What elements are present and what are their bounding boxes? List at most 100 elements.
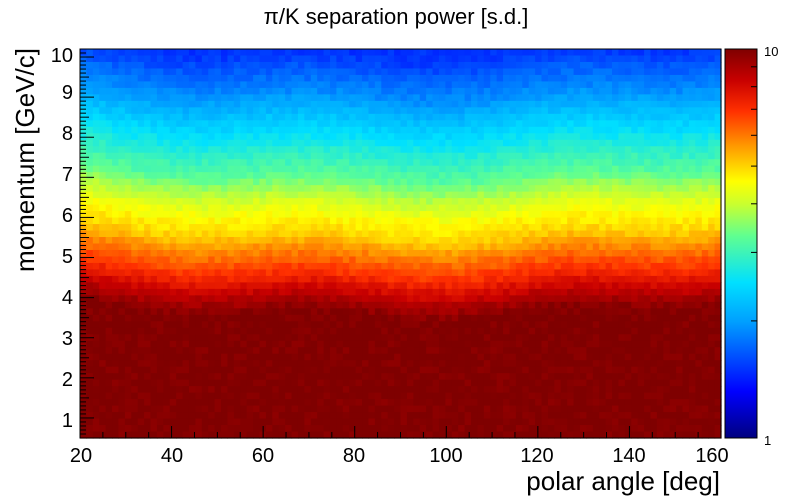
heatmap-cell bbox=[406, 217, 414, 225]
heatmap-cell bbox=[304, 295, 312, 303]
heatmap-cell bbox=[195, 360, 203, 368]
heatmap-cell bbox=[714, 217, 722, 225]
heatmap-cell bbox=[169, 327, 177, 335]
heatmap-cell bbox=[605, 282, 613, 290]
heatmap-cell bbox=[650, 146, 658, 154]
heatmap-cell bbox=[176, 347, 184, 355]
heatmap-cell bbox=[349, 61, 357, 70]
heatmap-cell bbox=[618, 314, 626, 322]
heatmap-cell bbox=[515, 204, 523, 212]
heatmap-cell bbox=[515, 120, 523, 128]
heatmap-cell bbox=[669, 211, 677, 219]
heatmap-cell bbox=[297, 113, 305, 121]
heatmap-cell bbox=[541, 249, 549, 258]
heatmap-cell bbox=[714, 256, 722, 264]
heatmap-cell bbox=[708, 172, 716, 180]
heatmap-cell bbox=[310, 224, 318, 232]
heatmap-cell bbox=[176, 55, 184, 63]
heatmap-cell bbox=[195, 49, 203, 57]
heatmap-cell bbox=[567, 224, 575, 232]
heatmap-cell bbox=[92, 224, 100, 232]
heatmap-cell bbox=[503, 256, 511, 264]
heatmap-cell bbox=[567, 159, 575, 167]
heatmap-cell bbox=[265, 146, 273, 154]
heatmap-cell bbox=[131, 321, 139, 329]
heatmap-cell bbox=[656, 295, 664, 303]
heatmap-cell bbox=[541, 282, 549, 290]
heatmap-cell bbox=[176, 353, 184, 361]
heatmap-cell bbox=[432, 301, 440, 309]
heatmap-cell bbox=[471, 321, 479, 329]
heatmap-cell bbox=[676, 347, 684, 355]
heatmap-cell bbox=[708, 327, 716, 335]
heatmap-cell bbox=[291, 230, 299, 238]
heatmap-cell bbox=[624, 353, 632, 361]
heatmap-cell bbox=[637, 243, 645, 251]
heatmap-cell bbox=[144, 347, 152, 355]
heatmap-cell bbox=[278, 113, 286, 121]
heatmap-cell bbox=[656, 308, 664, 316]
heatmap-cell bbox=[291, 113, 299, 121]
heatmap-cell bbox=[631, 74, 639, 83]
heatmap-cell bbox=[541, 211, 549, 219]
heatmap-cell bbox=[490, 185, 498, 193]
heatmap-cell bbox=[124, 49, 132, 57]
heatmap-cell bbox=[195, 282, 203, 290]
heatmap-cell bbox=[227, 133, 235, 141]
heatmap-cell bbox=[528, 217, 536, 225]
heatmap-cell bbox=[240, 68, 248, 76]
heatmap-cell bbox=[336, 204, 344, 212]
heatmap-cell bbox=[208, 334, 216, 342]
heatmap-cell bbox=[137, 152, 145, 160]
heatmap-cell bbox=[438, 87, 446, 95]
heatmap-cell bbox=[701, 100, 709, 108]
heatmap-cell bbox=[663, 74, 671, 83]
heatmap-cell bbox=[445, 55, 453, 63]
heatmap-cell bbox=[560, 314, 568, 322]
heatmap-cell bbox=[137, 237, 145, 245]
heatmap-cell bbox=[291, 269, 299, 277]
heatmap-cell bbox=[612, 327, 620, 335]
heatmap-cell bbox=[458, 55, 466, 63]
heatmap-cell bbox=[432, 262, 440, 271]
heatmap-cell bbox=[86, 230, 94, 238]
heatmap-cell bbox=[579, 353, 587, 361]
heatmap-cell bbox=[669, 275, 677, 283]
heatmap-cell bbox=[631, 282, 639, 290]
heatmap-cell bbox=[406, 211, 414, 219]
heatmap-cell bbox=[573, 178, 581, 186]
heatmap-cell bbox=[317, 314, 325, 322]
heatmap-cell bbox=[182, 353, 190, 361]
heatmap-cell bbox=[99, 314, 107, 322]
heatmap-cell bbox=[599, 230, 607, 238]
heatmap-cell bbox=[406, 146, 414, 154]
heatmap-cell bbox=[631, 230, 639, 238]
heatmap-cell bbox=[285, 100, 293, 108]
heatmap-cell bbox=[246, 301, 254, 309]
heatmap-cell bbox=[323, 178, 331, 186]
heatmap-cell bbox=[272, 360, 280, 368]
heatmap-cell bbox=[522, 282, 530, 290]
heatmap-cell bbox=[124, 327, 132, 335]
heatmap-cell bbox=[451, 204, 459, 212]
heatmap-cell bbox=[118, 243, 126, 251]
heatmap-cell bbox=[227, 269, 235, 277]
heatmap-cell bbox=[323, 301, 331, 309]
heatmap-cell bbox=[233, 185, 241, 193]
heatmap-cell bbox=[413, 211, 421, 219]
heatmap-cell bbox=[419, 275, 427, 283]
heatmap-cell bbox=[708, 224, 716, 232]
heatmap-cell bbox=[644, 87, 652, 95]
heatmap-cell bbox=[618, 308, 626, 316]
heatmap-cell bbox=[304, 49, 312, 57]
heatmap-cell bbox=[496, 87, 504, 95]
heatmap-cell bbox=[381, 165, 389, 173]
heatmap-cell bbox=[592, 139, 600, 147]
heatmap-cell bbox=[387, 68, 395, 76]
heatmap-cell bbox=[214, 237, 222, 245]
heatmap-cell bbox=[605, 237, 613, 245]
heatmap-cell bbox=[432, 295, 440, 303]
heatmap-cell bbox=[650, 81, 658, 89]
heatmap-cell bbox=[253, 301, 261, 309]
heatmap-cell bbox=[547, 334, 555, 342]
